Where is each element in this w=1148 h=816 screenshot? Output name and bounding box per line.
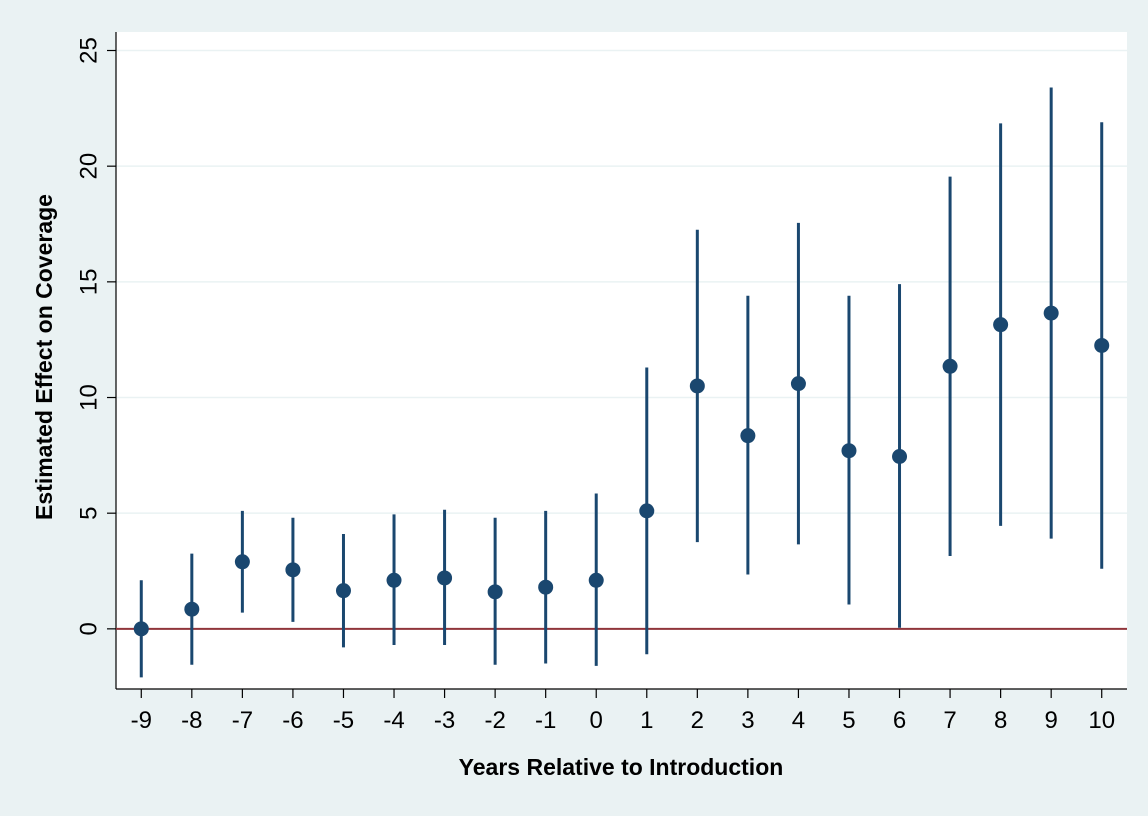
point-estimates (133, 305, 1110, 637)
data-point (790, 376, 806, 392)
x-axis-title: Years Relative to Introduction (459, 754, 784, 780)
x-tick-label: 4 (792, 707, 805, 734)
y-tick-labels: 0 5 10 15 20 25 (76, 37, 103, 635)
data-point (841, 443, 857, 459)
data-point (538, 579, 554, 595)
x-tick-label: 9 (1044, 707, 1057, 734)
data-point (1094, 337, 1110, 353)
x-tick-label: 1 (640, 707, 653, 734)
x-tick-label: 3 (741, 707, 754, 734)
data-point (588, 572, 604, 588)
x-tick-label: 2 (691, 707, 704, 734)
y-tick-label: 15 (76, 268, 103, 295)
data-point (335, 583, 351, 599)
data-point (639, 503, 655, 519)
x-tick-label: -9 (131, 707, 152, 734)
data-point (133, 621, 149, 637)
x-tick-label: -6 (282, 707, 303, 734)
data-point (184, 601, 200, 617)
x-tick-label: -5 (333, 707, 354, 734)
y-tick-label: 5 (76, 507, 103, 520)
data-point (487, 584, 503, 600)
x-tick-label: -7 (232, 707, 253, 734)
x-tick-label: -8 (181, 707, 202, 734)
x-tick-label: 0 (590, 707, 603, 734)
y-axis-title: Estimated Effect on Coverage (31, 194, 57, 520)
data-point (437, 570, 453, 586)
plot-area (116, 32, 1127, 689)
y-tick-label: 20 (76, 153, 103, 180)
axes (107, 32, 1127, 698)
x-tick-label: 5 (842, 707, 855, 734)
y-tick-label: 10 (76, 384, 103, 411)
x-tick-label: 7 (943, 707, 956, 734)
x-tick-label: -1 (535, 707, 556, 734)
x-tick-labels: -9 -8 -7 -6 -5 -4 -3 -2 -1 0 1 2 3 4 5 6 7 8 9 10 (131, 707, 1115, 734)
x-tick-label: 10 (1088, 707, 1115, 734)
data-point (689, 378, 705, 394)
data-point (993, 317, 1009, 333)
data-point (1043, 305, 1059, 321)
x-tick-label: -4 (383, 707, 404, 734)
x-tick-label: -2 (484, 707, 505, 734)
y-tick-label: 25 (76, 37, 103, 64)
data-point (892, 449, 908, 465)
data-point (740, 428, 756, 444)
x-tick-label: 8 (994, 707, 1007, 734)
data-point (386, 572, 402, 588)
x-tick-label: 6 (893, 707, 906, 734)
data-point (942, 358, 958, 374)
y-tick-label: 0 (76, 622, 103, 635)
data-point (234, 554, 250, 570)
x-tick-label: -3 (434, 707, 455, 734)
data-point (285, 562, 301, 578)
